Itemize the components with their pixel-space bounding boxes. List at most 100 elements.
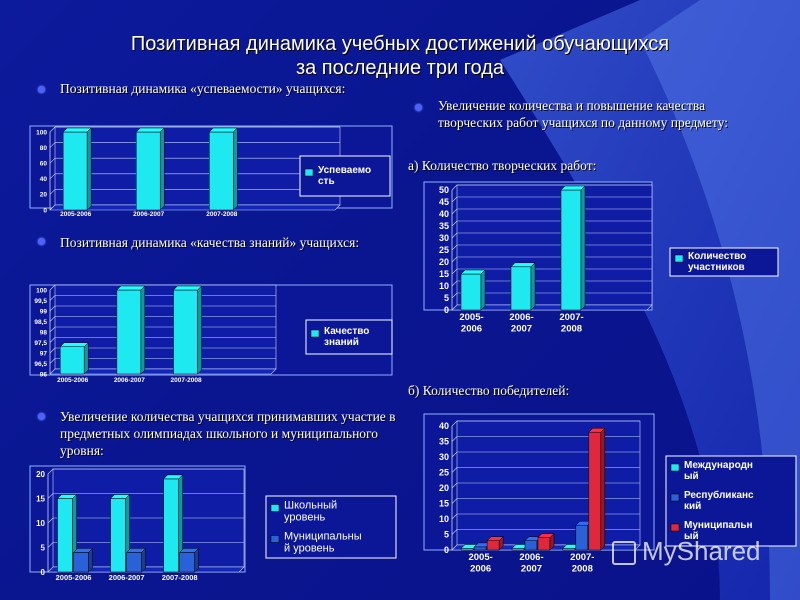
- legend-swatch: [670, 493, 680, 502]
- y-tick-label: 100: [36, 287, 47, 294]
- x-tick-label: 2005-2006: [57, 377, 88, 384]
- chart-creative: 0 5 10 15 20 25 30 35 40 45 50 2005-2006 2006-2007 20…: [423, 181, 779, 335]
- gridline-side: [49, 347, 56, 354]
- plot-area: [54, 126, 341, 206]
- bar: [163, 474, 184, 573]
- y-tick-label: 96: [40, 371, 48, 378]
- x-tick-label: 2007-2008: [570, 552, 594, 575]
- gridline-side: [451, 184, 458, 191]
- legend-label: Республиканс кий: [684, 489, 754, 512]
- gridline-side: [49, 173, 56, 180]
- gridline-side: [451, 196, 458, 203]
- gridline-side: [49, 305, 56, 312]
- gridline-side: [451, 451, 458, 458]
- gridline-side: [47, 517, 54, 524]
- bullet-success: Позитивная динамика «успеваемости» учащи…: [60, 81, 346, 96]
- gridline-side: [451, 513, 458, 520]
- x-tick-label: 2005-2006: [459, 312, 483, 335]
- gridline-side: [49, 316, 56, 322]
- gridline-side: [49, 358, 56, 364]
- gridline-side: [49, 337, 56, 343]
- y-tick-label: 40: [439, 421, 449, 431]
- y-tick-label: 15: [439, 499, 449, 509]
- y-tick-label: 5: [444, 293, 449, 303]
- legend-swatch: [270, 535, 280, 543]
- bullet-dot: [38, 86, 45, 93]
- y-tick-label: 35: [439, 221, 449, 231]
- y-tick-label: 99,5: [34, 298, 47, 305]
- watermark: MyShared: [612, 536, 761, 567]
- y-tick-label: 97,5: [34, 340, 47, 347]
- gridline-side: [451, 482, 458, 489]
- gridline-side: [47, 468, 54, 475]
- bar: [62, 127, 92, 211]
- bar: [208, 127, 238, 211]
- bar: [537, 532, 555, 551]
- bar: [179, 547, 200, 573]
- gridline-side: [451, 220, 458, 227]
- y-tick-label: 98,5: [34, 319, 47, 326]
- y-tick-label: 100: [36, 129, 47, 136]
- gridline-side: [451, 208, 458, 215]
- x-tick-label: 2005-2006: [56, 573, 92, 582]
- y-tick-label: 98: [40, 329, 48, 336]
- y-tick-label: 0: [41, 568, 46, 577]
- x-tick-label: 2006-2007: [114, 377, 145, 384]
- x-tick-label: 2006-2007: [519, 552, 543, 575]
- legend-box: [665, 455, 797, 547]
- bar: [116, 285, 146, 375]
- legend-box: [305, 319, 393, 355]
- bullet-dot: [38, 413, 45, 420]
- gridline-side: [49, 189, 56, 195]
- bullet-creative: Увеличение количества и повышение качест…: [438, 98, 728, 130]
- gridline-side: [49, 157, 56, 164]
- legend-swatch: [270, 504, 280, 512]
- bar: [588, 427, 606, 551]
- bullet-quality: Позитивная динамика «качества знаний» уч…: [60, 235, 360, 250]
- bar: [135, 127, 165, 211]
- bar: [59, 342, 89, 375]
- y-tick-label: 30: [439, 233, 449, 243]
- y-tick-label: 10: [439, 514, 449, 524]
- x-tick-label: 2006-2007: [133, 211, 164, 218]
- gridline-side: [451, 280, 458, 287]
- bar: [72, 547, 94, 573]
- gridline-side: [49, 142, 56, 148]
- legend-label: Муниципальн ый: [684, 520, 753, 542]
- gridline-side: [451, 292, 458, 299]
- gridline-side: [451, 256, 458, 263]
- x-tick-label: 2007-2008: [559, 312, 583, 335]
- gridline-side: [451, 420, 458, 427]
- y-tick-label: 40: [40, 176, 48, 183]
- chart-winners: 0 5 10 15 20 25 30 35 40 2005-2006 2006-2007 2007-2…: [423, 413, 797, 575]
- y-tick-label: 20: [40, 192, 48, 199]
- y-tick-label: 15: [36, 494, 45, 503]
- gridline-side: [451, 498, 458, 504]
- y-tick-label: 20: [36, 470, 45, 479]
- subtitle-creative-works: а) Количество творческих работ:: [408, 158, 597, 173]
- watermark-logo-icon: [612, 541, 636, 566]
- y-tick-label: 25: [439, 468, 449, 478]
- chart-olympiads: 0 5 10 15 20 2005-2006 2006-2007 2007-2008 Школь…: [29, 465, 397, 582]
- y-tick-label: 30: [439, 452, 449, 462]
- chart-quality: 96 96,5 97 97,5 98 98,5 99 99,5 100 2005-2006 2006…: [29, 284, 393, 384]
- legend-swatch: [670, 463, 680, 472]
- y-tick-label: 0: [444, 545, 449, 555]
- gridline-side: [49, 295, 56, 301]
- legend-swatch: [304, 168, 314, 177]
- bullet-dot: [415, 104, 422, 111]
- gridline-side: [451, 467, 458, 473]
- y-tick-label: 0: [444, 305, 449, 315]
- y-tick-label: 20: [439, 483, 449, 493]
- legend-box: [265, 495, 397, 559]
- y-tick-label: 97: [40, 350, 48, 357]
- legend-label: Успеваемо сть: [318, 165, 371, 187]
- bar: [126, 547, 147, 573]
- bullet-olympiads: Увеличение количества учащихся принимавш…: [60, 409, 396, 458]
- x-tick-label: 2007-2008: [170, 377, 201, 384]
- legend-label: Количество участников: [688, 251, 746, 273]
- gridline-side: [47, 542, 54, 548]
- y-tick-label: 20: [439, 257, 449, 267]
- x-tick-label: 2006-2007: [509, 312, 533, 335]
